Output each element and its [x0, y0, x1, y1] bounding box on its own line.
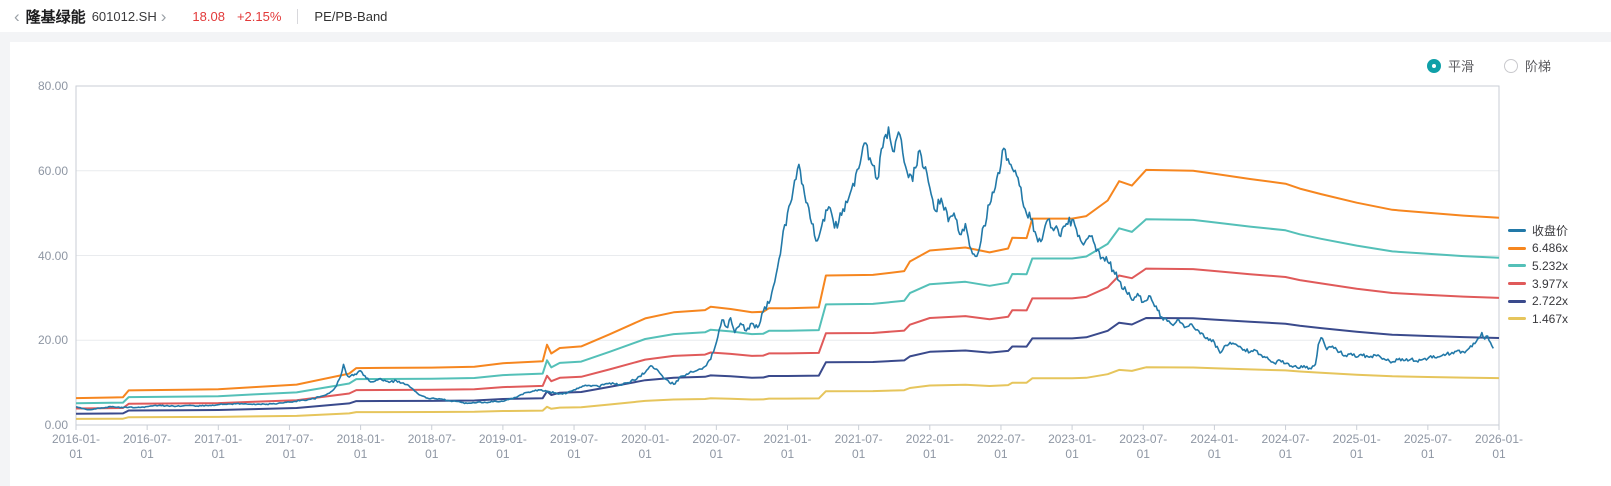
legend-item-2.722x[interactable]: 2.722x [1508, 292, 1568, 310]
legend-item-6.486x[interactable]: 6.486x [1508, 240, 1568, 258]
x-tick-label: 2021-01- 01 [763, 432, 812, 461]
change-percent: +2.15% [236, 8, 282, 24]
x-tick-label: 2022-01- 01 [905, 432, 954, 461]
chart-card: 平滑 阶梯 80.00 60.00 40.00 20.00 0.00 2016-01- 0… [10, 42, 1611, 486]
x-tick-label: 2019-07- 01 [550, 432, 599, 461]
y-tick-label: 40.00 [37, 248, 68, 263]
radio-step[interactable]: 阶梯 [1503, 56, 1551, 75]
page-title: PE/PB-Band [314, 8, 388, 24]
legend-label: 6.486x [1532, 241, 1569, 256]
x-tick-label: 2026-01- 01 [1474, 432, 1524, 461]
radio-step-label: 阶梯 [1524, 59, 1551, 74]
x-tick-label: 2017-07- 01 [265, 432, 314, 461]
legend-swatch-icon [1508, 317, 1526, 321]
legend-swatch-icon [1508, 246, 1526, 250]
legend-item-收盘价[interactable]: 收盘价 [1508, 222, 1568, 240]
header-divider [297, 8, 299, 24]
legend-label: 收盘价 [1532, 224, 1569, 239]
y-tick-label: 0.00 [44, 418, 68, 432]
x-tick-label: 2023-07- 01 [1119, 432, 1168, 461]
legend-label: 5.232x [1532, 258, 1569, 273]
stock-name: 隆基绿能 [25, 8, 86, 26]
radio-smooth-label: 平滑 [1447, 59, 1474, 74]
mode-radio-group: 平滑 阶梯 [1426, 56, 1551, 75]
radio-step-icon [1503, 58, 1518, 73]
x-tick-label: 2024-01- 01 [1190, 432, 1239, 461]
legend-item-5.232x[interactable]: 5.232x [1508, 257, 1568, 275]
legend-swatch-icon [1508, 264, 1526, 268]
radio-smooth[interactable]: 平滑 [1426, 56, 1474, 75]
header-bar: ‹ 隆基绿能 601012.SH › 18.08 +2.15% PE/PB-Ba… [0, 0, 1611, 32]
y-tick-label: 20.00 [37, 333, 68, 348]
legend-swatch-icon [1508, 229, 1526, 233]
x-tick-label: 2016-01- 01 [51, 432, 101, 461]
legend-swatch-icon [1508, 282, 1526, 286]
x-tick-label: 2016-07- 01 [123, 432, 172, 461]
x-tick-label: 2022-07- 01 [976, 432, 1025, 461]
legend-label: 2.722x [1532, 294, 1569, 309]
x-tick-label: 2018-01- 01 [336, 432, 385, 461]
legend-label: 1.467x [1532, 311, 1569, 326]
y-tick-label: 60.00 [37, 163, 68, 178]
radio-smooth-icon [1426, 58, 1441, 73]
x-tick-label: 2018-07- 01 [407, 432, 456, 461]
next-chevron-icon[interactable]: › [160, 6, 167, 26]
legend-swatch-icon [1508, 299, 1526, 303]
x-tick-label: 2023-01- 01 [1048, 432, 1097, 461]
stock-code: 601012.SH [91, 8, 157, 24]
last-price: 18.08 [192, 8, 225, 24]
back-chevron-icon[interactable]: ‹ [14, 6, 20, 26]
header-strip [0, 32, 1611, 42]
x-tick-label: 2024-07- 01 [1261, 432, 1310, 461]
x-tick-label: 2025-07- 01 [1403, 432, 1452, 461]
legend-item-1.467x[interactable]: 1.467x [1508, 310, 1568, 328]
pe-pb-band-chart[interactable] [10, 42, 1611, 486]
x-tick-label: 2020-01- 01 [621, 432, 670, 461]
x-tick-label: 2017-01- 01 [194, 432, 243, 461]
legend-item-3.977x[interactable]: 3.977x [1508, 275, 1568, 293]
x-tick-label: 2019-01- 01 [478, 432, 527, 461]
x-tick-label: 2020-07- 01 [692, 432, 741, 461]
x-tick-label: 2021-07- 01 [834, 432, 883, 461]
chart-legend: 收盘价 6.486x 5.232x 3.977x 2.722x 1.467x [1508, 222, 1568, 328]
legend-label: 3.977x [1532, 276, 1569, 291]
y-tick-label: 80.00 [37, 79, 68, 93]
x-tick-label: 2025-01- 01 [1332, 432, 1381, 461]
